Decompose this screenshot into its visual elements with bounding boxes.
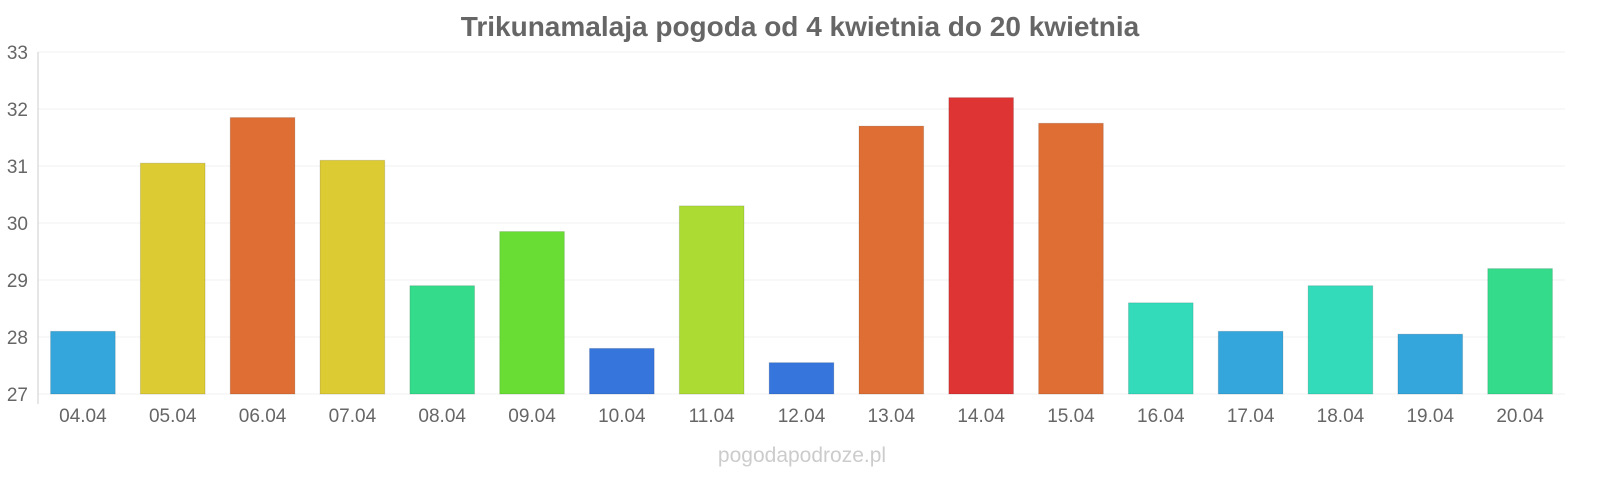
bar-05.04 (139, 162, 206, 395)
x-tick-label: 16.04 (1137, 406, 1185, 427)
bar-19.04 (1397, 333, 1464, 395)
x-tick-label: 07.04 (329, 406, 377, 427)
x-tick-label: 05.04 (149, 406, 197, 427)
x-tick-label: 17.04 (1227, 406, 1275, 427)
bar-14.04 (948, 97, 1014, 395)
bar-11.04 (678, 205, 745, 395)
x-tick-label: 13.04 (868, 406, 916, 427)
y-axis: 27 28 29 30 31 32 33 (7, 43, 28, 406)
bar-18.04 (1307, 285, 1374, 395)
chart-title: Trikunamalaja pogoda od 4 kwietnia do 20… (461, 11, 1140, 42)
y-tick-label: 33 (7, 43, 28, 64)
x-tick-label: 11.04 (689, 406, 736, 427)
bar-16.04 (1127, 302, 1194, 395)
x-axis: 04.04 05.04 06.04 07.04 08.04 09.04 10.04 11.04… (59, 406, 1544, 427)
bar-15.04 (1038, 122, 1104, 395)
bar-07.04 (319, 159, 386, 395)
x-tick-label: 14.04 (957, 406, 1005, 427)
bar-08.04 (409, 285, 476, 395)
bar-10.04 (589, 347, 655, 395)
x-tick-label: 19.04 (1406, 406, 1454, 427)
x-tick-label: 18.04 (1317, 406, 1365, 427)
bar-04.04 (50, 330, 116, 395)
x-tick-label: 10.04 (598, 406, 646, 427)
x-tick-label: 15.04 (1047, 406, 1095, 427)
y-tick-label: 32 (7, 100, 28, 121)
x-tick-label: 06.04 (239, 406, 287, 427)
x-tick-label: 09.04 (508, 406, 556, 427)
bar-13.04 (858, 125, 925, 395)
bar-20.04 (1487, 268, 1553, 395)
y-tick-label: 28 (7, 328, 28, 349)
bar-09.04 (499, 231, 565, 395)
bar-17.04 (1217, 330, 1284, 395)
y-tick-label: 31 (7, 157, 28, 178)
x-tick-label: 04.04 (59, 406, 107, 427)
x-tick-label: 20.04 (1496, 406, 1544, 427)
x-tick-label: 12.04 (778, 406, 826, 427)
y-tick-label: 30 (7, 214, 28, 235)
bars (50, 97, 1553, 395)
y-tick-label: 27 (7, 385, 28, 406)
bar-06.04 (229, 117, 296, 395)
x-tick-label: 08.04 (418, 406, 466, 427)
y-tick-label: 29 (7, 271, 28, 292)
source-watermark: pogodapodroze.pl (718, 444, 886, 467)
bar-12.04 (768, 362, 835, 395)
